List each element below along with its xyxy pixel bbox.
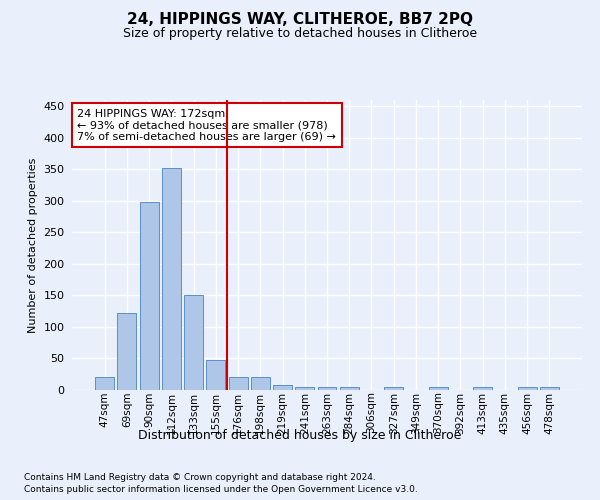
Bar [273, 385, 292, 390]
Y-axis label: Number of detached properties: Number of detached properties [28, 158, 38, 332]
Bar [518, 388, 536, 390]
Text: Contains public sector information licensed under the Open Government Licence v3: Contains public sector information licen… [24, 485, 418, 494]
Text: Contains HM Land Registry data © Crown copyright and database right 2024.: Contains HM Land Registry data © Crown c… [24, 472, 376, 482]
Bar [384, 388, 403, 390]
Bar [206, 360, 225, 390]
Bar [473, 388, 492, 390]
Bar [95, 378, 114, 390]
Text: 24 HIPPINGS WAY: 172sqm
← 93% of detached houses are smaller (978)
7% of semi-de: 24 HIPPINGS WAY: 172sqm ← 93% of detache… [77, 108, 336, 142]
Bar [162, 168, 181, 390]
Bar [140, 202, 158, 390]
Text: 24, HIPPINGS WAY, CLITHEROE, BB7 2PQ: 24, HIPPINGS WAY, CLITHEROE, BB7 2PQ [127, 12, 473, 28]
Bar [229, 377, 248, 390]
Bar [540, 388, 559, 390]
Bar [118, 313, 136, 390]
Bar [251, 377, 270, 390]
Bar [429, 388, 448, 390]
Text: Distribution of detached houses by size in Clitheroe: Distribution of detached houses by size … [139, 428, 461, 442]
Bar [184, 296, 203, 390]
Bar [317, 388, 337, 390]
Text: Size of property relative to detached houses in Clitheroe: Size of property relative to detached ho… [123, 28, 477, 40]
Bar [340, 388, 359, 390]
Bar [295, 388, 314, 390]
